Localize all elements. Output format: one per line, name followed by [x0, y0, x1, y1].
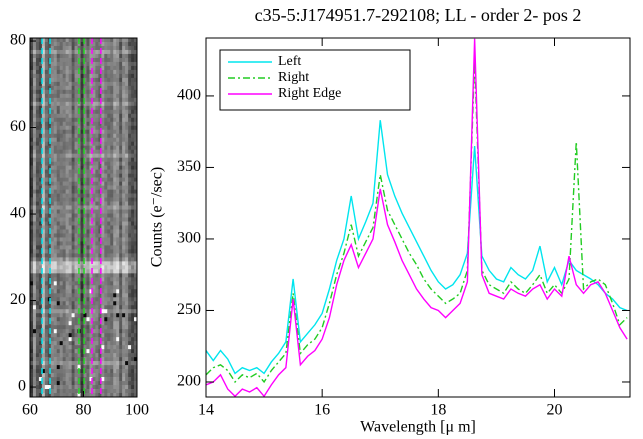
plot-area — [206, 38, 628, 397]
y-tick-label: 200 — [177, 373, 201, 390]
axes-frame — [205, 37, 631, 398]
y-tick-label: 300 — [177, 230, 201, 247]
y-tick-label: 20 — [10, 291, 26, 308]
x-tick-label: 80 — [76, 402, 92, 419]
y-tick-label: 40 — [10, 205, 26, 222]
legend-label: Right Edge — [278, 86, 341, 101]
x-axis-label: Wavelength [μ m] — [360, 419, 476, 436]
y-tick-label: 400 — [177, 87, 201, 104]
spectral-image — [30, 38, 138, 398]
x-tick-label: 16 — [314, 402, 330, 419]
series-line — [206, 38, 628, 397]
chart-title: c35-5:J174951.7-292108; LL - order 2- po… — [255, 5, 582, 25]
x-tick-label: 100 — [125, 402, 149, 419]
y-axis-label: Counts (e⁻/sec) — [149, 167, 166, 267]
legend-box — [219, 49, 411, 111]
y-tick-label: 0 — [18, 378, 26, 395]
legend-label: Left — [278, 54, 301, 69]
y-tick-label: 250 — [177, 301, 201, 318]
x-tick-label: 14 — [198, 402, 214, 419]
y-tick-label: 350 — [177, 158, 201, 175]
x-tick-label: 18 — [430, 402, 446, 419]
series-line — [206, 120, 628, 375]
x-tick-label: 20 — [546, 402, 562, 419]
y-tick-label: 60 — [10, 118, 26, 135]
x-tick-label: 60 — [22, 402, 38, 419]
y-tick-label: 80 — [10, 32, 26, 49]
legend-label: Right — [278, 70, 309, 85]
